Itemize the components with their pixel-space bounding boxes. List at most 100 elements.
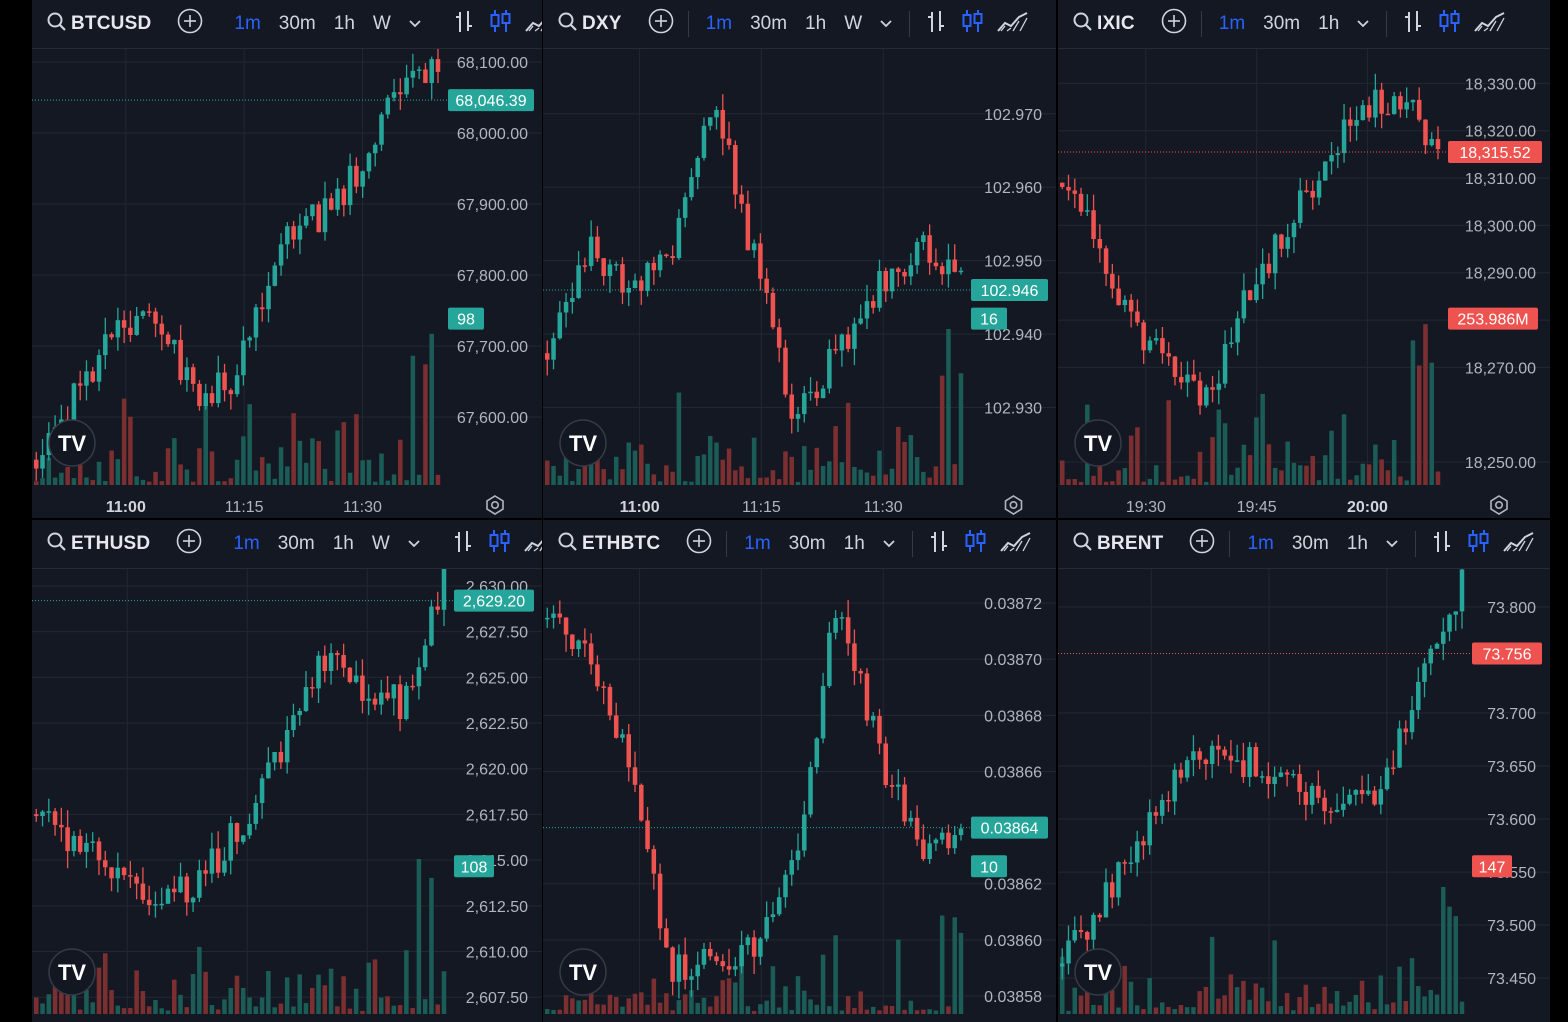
- area-style-button[interactable]: [524, 529, 542, 559]
- area-style-button[interactable]: [1503, 529, 1535, 559]
- symbol-search-button[interactable]: ETHBTC: [557, 531, 660, 557]
- gear-icon[interactable]: [1490, 495, 1508, 515]
- candle: [1272, 234, 1278, 274]
- timeframe-dropdown[interactable]: [407, 533, 421, 555]
- timeframe-30m[interactable]: 30m: [750, 13, 788, 34]
- chart-panel-ethbtc[interactable]: ETHBTC 1m 30m 1h 0.03872 0.03870 0.03868 0.03…: [543, 520, 1056, 1022]
- timeframe-30m[interactable]: 30m: [1263, 13, 1301, 34]
- gear-icon[interactable]: [486, 495, 504, 515]
- timeframe-dropdown[interactable]: [879, 13, 893, 35]
- symbol-search-button[interactable]: ETHUSD: [46, 531, 150, 557]
- candle-style-button[interactable]: [964, 528, 986, 560]
- timeframe-w[interactable]: W: [371, 533, 390, 554]
- volume-bar: [1304, 465, 1309, 485]
- area-style-button[interactable]: [525, 9, 542, 39]
- timeframe-1m[interactable]: 1m: [1247, 533, 1274, 554]
- timeframe-1m[interactable]: 1m: [233, 533, 260, 554]
- timeframe-dropdown[interactable]: [882, 533, 896, 555]
- add-symbol-button[interactable]: [648, 8, 674, 40]
- timeframe-1m[interactable]: 1m: [705, 13, 733, 34]
- price-chart[interactable]: 73.80073.70073.65073.60073.55073.50073.4…: [1058, 569, 1550, 1022]
- timeframe-30m[interactable]: 30m: [278, 13, 316, 34]
- volume-bar: [329, 480, 334, 485]
- volume-badge: [1472, 855, 1512, 878]
- volume-bar: [423, 364, 428, 485]
- timeframe-1h[interactable]: 1h: [1318, 13, 1340, 34]
- add-symbol-button[interactable]: [686, 528, 712, 560]
- gear-icon[interactable]: [1004, 495, 1023, 515]
- volume-bar: [733, 982, 738, 1014]
- chart-toolbar: IXIC 1m 30m 1h: [1058, 0, 1550, 49]
- candle-style-button[interactable]: [489, 8, 511, 40]
- candle: [733, 966, 738, 970]
- chart-panel-dxy[interactable]: DXY 1m 30m 1h W 102.970 102.960 102.950 102.94…: [543, 0, 1056, 518]
- area-style-button[interactable]: [1000, 529, 1032, 559]
- symbol-search-button[interactable]: BRENT: [1072, 531, 1163, 557]
- price-chart[interactable]: 0.03872 0.03870 0.03868 0.03866 0.03862 0.038…: [543, 569, 1056, 1022]
- timeframe-1h[interactable]: 1h: [843, 533, 865, 554]
- candle: [153, 311, 158, 324]
- timeframe-dropdown[interactable]: [408, 13, 422, 35]
- timeframe-1h[interactable]: 1h: [1346, 533, 1368, 554]
- tradingview-logo[interactable]: TV: [559, 948, 607, 996]
- timeframe-1m[interactable]: 1m: [1218, 13, 1246, 34]
- candle: [576, 640, 581, 650]
- timeframe-1h[interactable]: 1h: [333, 13, 355, 34]
- candle-style-button[interactable]: [961, 8, 983, 40]
- price-tick-label: 2,625.00: [466, 670, 528, 687]
- chart-panel-btcusd[interactable]: BTCUSD 1m 30m 1h W 68,100.00 68,000.00 67,900…: [32, 0, 542, 518]
- add-symbol-button[interactable]: [1161, 8, 1187, 40]
- timeframe-30m[interactable]: 30m: [277, 533, 315, 554]
- timeframe-1m[interactable]: 1m: [234, 13, 261, 34]
- price-chart[interactable]: 2,630.002,627.502,625.002,622.502,620.00…: [32, 569, 542, 1022]
- bar-style-button[interactable]: [453, 9, 475, 39]
- timeframe-30m[interactable]: 30m: [788, 533, 826, 554]
- candle: [429, 59, 434, 84]
- volume-bar: [1060, 460, 1065, 485]
- add-symbol-button[interactable]: [177, 8, 203, 40]
- tradingview-logo[interactable]: TV: [1074, 419, 1122, 467]
- candle-style-button[interactable]: [1438, 8, 1460, 40]
- timeframe-1h[interactable]: 1h: [332, 533, 354, 554]
- last-price-badge: [971, 816, 1048, 839]
- candle-style-button[interactable]: [1467, 528, 1489, 560]
- volume-bar: [1241, 980, 1246, 1014]
- volume-bar: [259, 457, 265, 485]
- area-style-button[interactable]: [997, 9, 1029, 39]
- symbol-search-button[interactable]: DXY: [557, 11, 622, 37]
- tradingview-logo[interactable]: TV: [559, 419, 607, 467]
- bar-style-button[interactable]: [1431, 529, 1453, 559]
- bar-style-button[interactable]: [452, 529, 474, 559]
- bar-style-button[interactable]: [1402, 9, 1424, 39]
- price-chart[interactable]: 102.970 102.960 102.950 102.940 102.930 102.9…: [543, 49, 1056, 518]
- add-symbol-button[interactable]: [1189, 528, 1215, 560]
- timeframe-w[interactable]: W: [372, 13, 391, 34]
- timeframe-dropdown[interactable]: [1356, 13, 1370, 35]
- candle-style-button[interactable]: [488, 528, 510, 560]
- tradingview-logo[interactable]: TV: [1074, 948, 1122, 996]
- symbol-search-button[interactable]: BTCUSD: [46, 11, 151, 37]
- volume-bar: [190, 481, 196, 485]
- volume-bar: [1172, 479, 1178, 485]
- timeframe-30m[interactable]: 30m: [1291, 533, 1329, 554]
- price-tick-label: 73.600: [1487, 812, 1536, 829]
- timeframe-w[interactable]: W: [844, 13, 863, 34]
- volume-bar: [739, 466, 744, 485]
- tradingview-logo[interactable]: TV: [48, 419, 96, 467]
- symbol-search-button[interactable]: IXIC: [1072, 11, 1135, 37]
- candle: [620, 264, 625, 293]
- bar-style-button[interactable]: [925, 9, 947, 39]
- timeframe-1m[interactable]: 1m: [744, 533, 771, 554]
- timeframe-dropdown[interactable]: [1385, 533, 1399, 555]
- chart-panel-ixic[interactable]: IXIC 1m 30m 1h 18,330.00 18,320.00 18,310.00…: [1058, 0, 1550, 518]
- add-symbol-button[interactable]: [176, 528, 202, 560]
- price-chart[interactable]: 68,100.00 68,000.00 67,900.00 67,800.00 67,7…: [32, 49, 542, 518]
- area-style-button[interactable]: [1474, 9, 1506, 39]
- chart-panel-brent[interactable]: BRENT 1m 30m 1h 73.800 73.700 73.650 73.600 73…: [1058, 520, 1550, 1022]
- price-chart[interactable]: 18,330.00 18,320.00 18,310.00 18,300.00 18,2…: [1058, 49, 1550, 518]
- candle: [833, 348, 838, 351]
- chart-panel-ethusd[interactable]: ETHUSD 1m 30m 1h W 2,630.00 2,627.50 2,625.00…: [32, 520, 542, 1022]
- tradingview-logo[interactable]: TV: [48, 948, 96, 996]
- bar-style-button[interactable]: [928, 529, 950, 559]
- timeframe-1h[interactable]: 1h: [805, 13, 827, 34]
